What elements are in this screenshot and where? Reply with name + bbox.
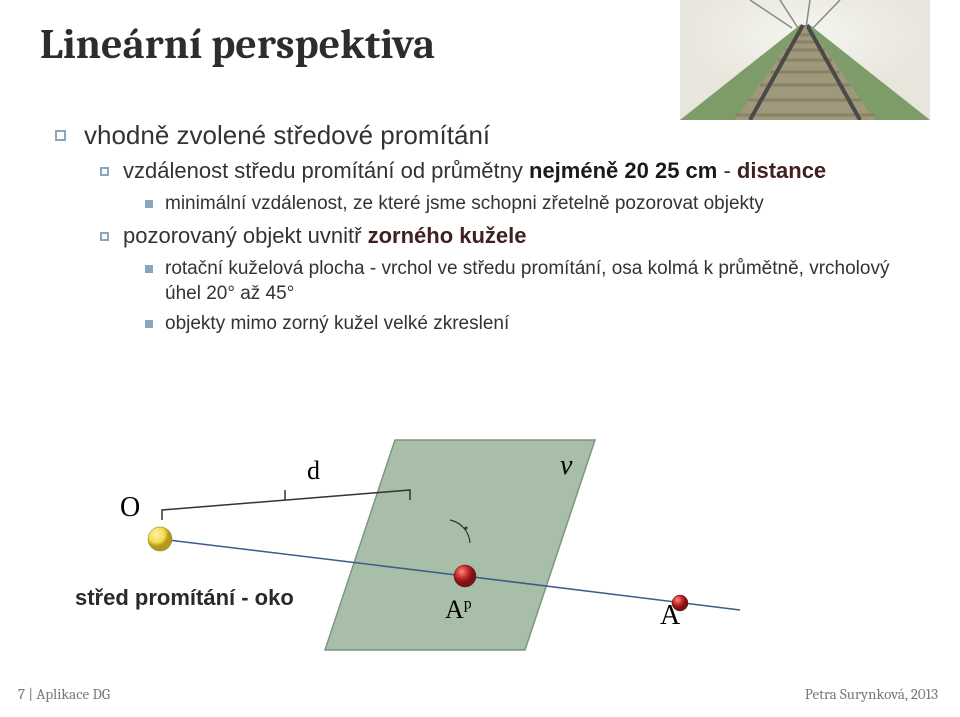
label-nu: ν xyxy=(560,450,572,482)
label-d: d xyxy=(307,456,320,486)
bullet-text: objekty mimo zorný kužel velké zkreslení xyxy=(165,312,509,337)
bullet-marker-icon xyxy=(100,232,109,241)
text-span: pozorovaný objekt uvnitř xyxy=(123,223,368,248)
label-center-eye: střed promítání - oko xyxy=(75,585,294,611)
bullet-marker-icon xyxy=(145,265,153,273)
railway-perspective-art xyxy=(680,0,930,120)
label-o: O xyxy=(120,492,140,524)
page-title: Lineární perspektiva xyxy=(40,20,435,69)
text-bold: nejméně 20 25 cm xyxy=(529,158,717,183)
bullet-text: rotační kuželová plocha - vrchol ve stře… xyxy=(165,257,920,306)
text-bold: distance xyxy=(737,158,826,183)
bullet-text: pozorovaný objekt uvnitř zorného kužele xyxy=(123,222,527,251)
bullet-lvl3: minimální vzdálenost, ze které jsme scho… xyxy=(145,192,920,217)
text-span: vzdálenost středu promítání od průmětny xyxy=(123,158,529,183)
bullet-lvl2: vzdálenost středu promítání od průmětny … xyxy=(100,157,920,186)
label-a-projected: Ap xyxy=(445,595,472,625)
label-ap-sup: p xyxy=(464,595,472,612)
bullet-marker-icon xyxy=(55,130,66,141)
label-a: A xyxy=(660,600,680,632)
text-bold: zorného kužele xyxy=(368,223,527,248)
footer-left: 7 | Aplikace DG xyxy=(18,685,110,703)
content-area: vhodně zvolené středové promítání vzdále… xyxy=(55,120,920,343)
bullet-marker-icon xyxy=(145,320,153,328)
bullet-text: vhodně zvolené středové promítání xyxy=(84,120,490,151)
footer-right: Petra Surynková, 2013 xyxy=(805,685,938,703)
projection-diagram xyxy=(120,420,840,670)
bullet-marker-icon xyxy=(100,167,109,176)
bullet-text: vzdálenost středu promítání od průmětny … xyxy=(123,157,826,186)
label-ap-base: A xyxy=(445,595,464,624)
bullet-lvl1: vhodně zvolené středové promítání xyxy=(55,120,920,151)
bullet-marker-icon xyxy=(145,200,153,208)
bullet-text: minimální vzdálenost, ze které jsme scho… xyxy=(165,192,764,217)
bullet-lvl3: objekty mimo zorný kužel velké zkreslení xyxy=(145,312,920,337)
bullet-lvl3: rotační kuželová plocha - vrchol ve stře… xyxy=(145,257,920,306)
bullet-lvl2: pozorovaný objekt uvnitř zorného kužele xyxy=(100,222,920,251)
text-span: - xyxy=(717,158,737,183)
